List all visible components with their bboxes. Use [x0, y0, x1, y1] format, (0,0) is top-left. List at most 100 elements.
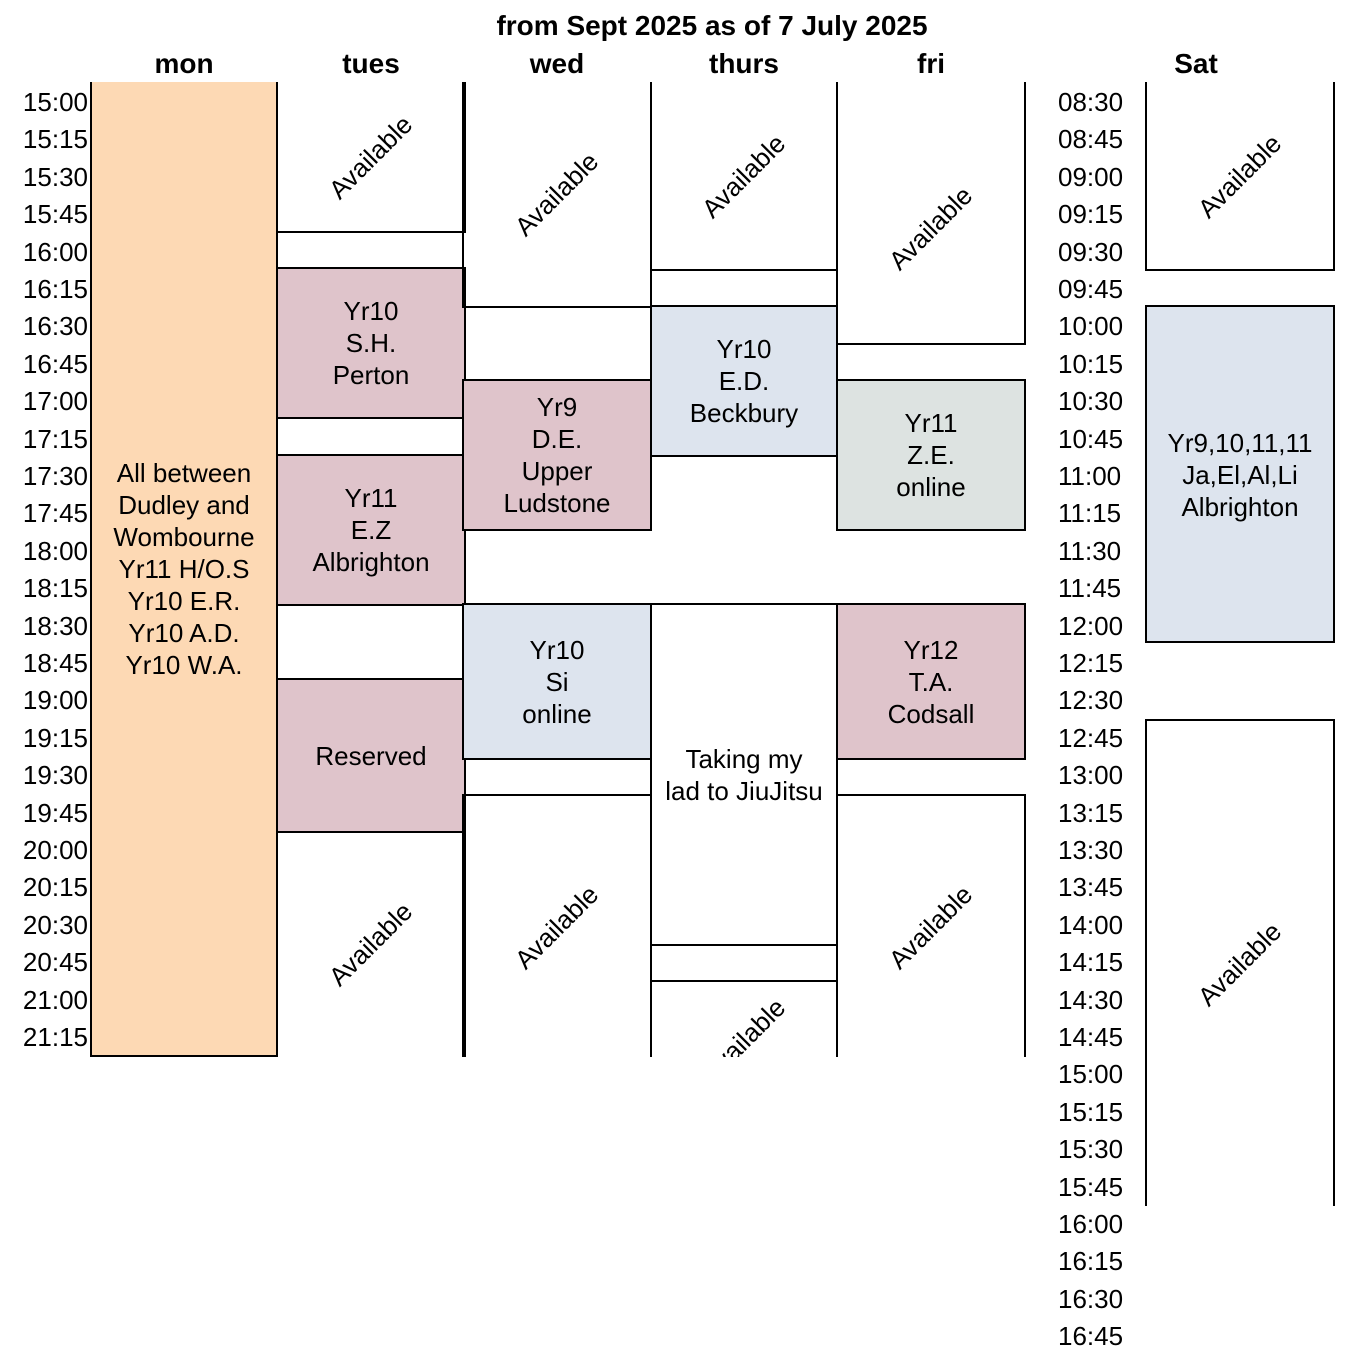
- sat-time-label: 11:30: [1058, 535, 1122, 566]
- sat-time-label: 16:30: [1058, 1283, 1124, 1314]
- thu-available-2: Available: [650, 980, 838, 1057]
- sat-time-label: 14:00: [1058, 909, 1124, 940]
- time-label: 20:30: [22, 909, 88, 940]
- fri-yr12-block: Yr12 T.A. Codsall: [836, 603, 1026, 760]
- day-header-thurs: thurs: [709, 48, 779, 79]
- sat-time-label: 15:00: [1058, 1059, 1124, 1090]
- sat-time-label: 10:30: [1058, 386, 1124, 417]
- sat-time-label: 13:00: [1058, 760, 1124, 791]
- time-label: 20:45: [22, 947, 88, 978]
- sat-time-label: 12:00: [1058, 610, 1124, 641]
- fri-available-1-text: Available: [883, 179, 979, 276]
- time-label: 15:45: [22, 199, 88, 230]
- wed-available-1-text: Available: [509, 146, 605, 242]
- sat-available-1: Available: [1145, 82, 1335, 271]
- sat-time-label: 09:45: [1058, 274, 1124, 304]
- time-label: 17:00: [22, 386, 88, 417]
- time-label: 21:15: [22, 1022, 88, 1052]
- sat-time-label: 10:45: [1058, 423, 1124, 454]
- sat-time-label: 14:45: [1058, 1022, 1124, 1052]
- thu-available-1-text: Available: [696, 127, 792, 224]
- tue-available-2-text: Available: [323, 896, 419, 992]
- thu-jiujitsu-text: Taking my lad to JiuJitsu: [665, 743, 823, 806]
- sat-time-label: 08:45: [1058, 124, 1124, 155]
- sat-available-2: Available: [1145, 719, 1335, 1206]
- time-label: 20:00: [22, 835, 88, 865]
- thu-available-2-text: Available: [696, 991, 792, 1057]
- time-label: 18:30: [22, 610, 88, 641]
- wed-yr10-block: Yr10 Si online: [462, 603, 652, 760]
- sat-group-block: Yr9,10,11,11 Ja,El,Al,Li Albrighton: [1145, 305, 1335, 643]
- sat-time-label: 14:15: [1058, 947, 1124, 978]
- fri-yr11-text: Yr11 Z.E. online: [896, 408, 966, 502]
- sat-time-label: 13:45: [1058, 872, 1124, 903]
- day-header-sat: Sat: [1174, 48, 1218, 79]
- time-label: 16:00: [22, 236, 88, 267]
- time-label: 15:15: [22, 124, 88, 155]
- tue-yr10-block: Yr10 S.H. Perton: [276, 267, 466, 419]
- fri-available-1: Available: [836, 82, 1026, 345]
- sat-time-label: 08:30: [1058, 87, 1124, 117]
- time-label: 21:00: [22, 984, 88, 1015]
- time-label: 16:30: [22, 311, 88, 342]
- sat-time-label: 12:45: [1058, 722, 1124, 753]
- sat-time-label: 12:15: [1058, 648, 1124, 678]
- time-label: 17:30: [22, 461, 88, 491]
- wed-yr9-block: Yr9 D.E. Upper Ludstone: [462, 379, 652, 531]
- thu-yr10-block: Yr10 E.D. Beckbury: [650, 305, 838, 457]
- sat-time-label: 15:30: [1058, 1134, 1124, 1165]
- time-label: 17:15: [22, 423, 88, 454]
- sat-available-1-text: Available: [1192, 127, 1288, 224]
- timetable-title: from Sept 2025 as of 7 July 2025: [496, 10, 928, 41]
- tue-available-2: Available: [276, 831, 466, 1057]
- day-header-tues: tues: [342, 48, 400, 79]
- sat-time-label: 14:30: [1058, 984, 1124, 1015]
- sat-time-label: 16:15: [1058, 1246, 1124, 1277]
- time-label: 18:45: [22, 648, 88, 678]
- sat-time-label: 10:15: [1058, 348, 1124, 379]
- wed-available-2-text: Available: [509, 878, 605, 975]
- time-label: 15:30: [22, 161, 88, 192]
- sat-time-label: 11:15: [1058, 498, 1122, 529]
- thu-yr10-text: Yr10 E.D. Beckbury: [689, 334, 799, 428]
- tue-yr11-text: Yr11 E.Z Albrighton: [312, 483, 430, 577]
- fri-available-2: Available: [836, 794, 1026, 1057]
- day-header-fri: fri: [917, 48, 945, 79]
- tue-available-1-text: Available: [323, 108, 419, 205]
- sat-time-label: 09:30: [1058, 236, 1124, 267]
- sat-time-label: 13:30: [1058, 835, 1124, 865]
- fri-yr12-text: Yr12 T.A. Codsall: [887, 634, 975, 729]
- time-label: 17:45: [22, 498, 88, 529]
- thu-jiujitsu-block: Taking my lad to JiuJitsu: [650, 603, 838, 946]
- tue-yr10-text: Yr10 S.H. Perton: [332, 296, 410, 390]
- thu-available-1: Available: [650, 82, 838, 271]
- sat-time-label: 09:00: [1058, 161, 1124, 192]
- sat-time-label: 11:00: [1058, 461, 1122, 491]
- day-header-wed: wed: [529, 48, 585, 79]
- time-label: 19:30: [22, 760, 88, 791]
- monday-block: All between Dudley and Wombourne Yr11 H/…: [90, 82, 278, 1057]
- time-label: 16:15: [22, 274, 88, 304]
- sat-time-label: 09:15: [1058, 199, 1124, 230]
- sat-time-label: 16:45: [1058, 1321, 1124, 1351]
- tue-available-1: Available: [276, 82, 466, 233]
- sat-time-label: 15:15: [1058, 1096, 1124, 1127]
- sat-time-label: 15:45: [1058, 1171, 1124, 1202]
- wed-yr10-text: Yr10 Si online: [522, 634, 592, 729]
- wed-available-2: Available: [462, 794, 652, 1057]
- monday-block-text: All between Dudley and Wombourne Yr11 H/…: [113, 457, 255, 680]
- day-header-mon: mon: [154, 48, 214, 79]
- fri-yr11-block: Yr11 Z.E. online: [836, 379, 1026, 531]
- time-label: 19:45: [22, 797, 88, 828]
- time-label: 19:15: [22, 722, 88, 753]
- time-label: 18:00: [22, 535, 88, 566]
- sat-time-label: 12:30: [1058, 685, 1124, 716]
- time-label: 16:45: [22, 348, 88, 379]
- sat-time-label: 13:15: [1058, 797, 1124, 828]
- sat-time-label: 16:00: [1058, 1209, 1124, 1239]
- time-label: 20:15: [22, 872, 88, 903]
- tue-reserved-text: Reserved: [315, 740, 427, 771]
- wed-available-1: Available: [462, 82, 652, 308]
- time-label: 15:00: [22, 87, 88, 117]
- sat-group-text: Yr9,10,11,11 Ja,El,Al,Li Albrighton: [1167, 428, 1313, 522]
